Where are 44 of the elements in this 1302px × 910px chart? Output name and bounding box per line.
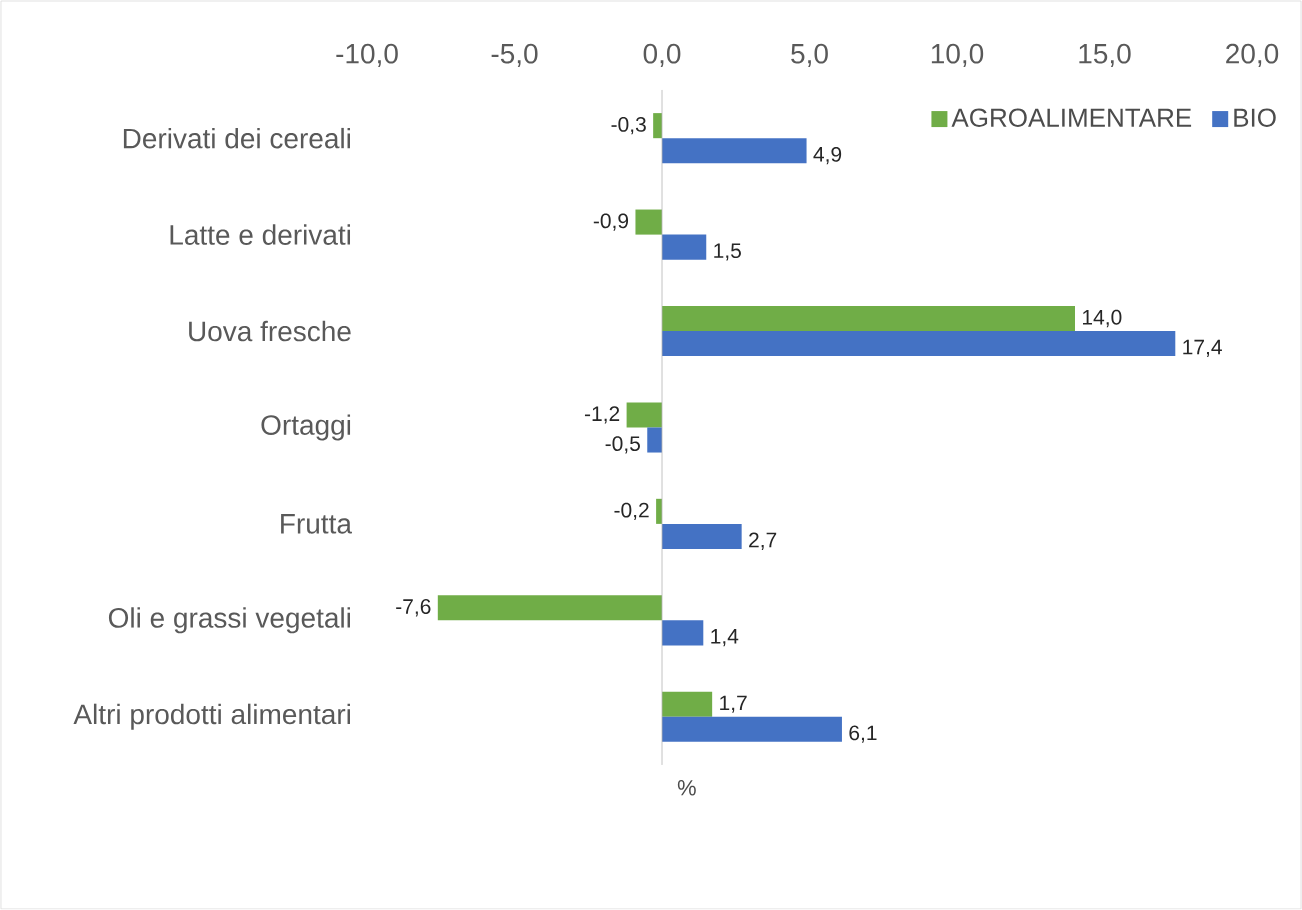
bar [662,716,842,742]
bar [662,331,1176,357]
y-tick-label: Frutta [281,514,352,534]
x-tick-label: 10,0 [931,43,984,67]
bar [626,402,662,428]
data-label: 6,1 [849,725,877,743]
x-tick-label: -5,0 [491,43,538,67]
x-tick-label: 0,0 [643,43,681,67]
y-tick-label: Ortaggi [261,414,351,441]
data-label: -7,6 [396,599,431,617]
data-label: 1,4 [711,629,739,647]
data-label: 2,7 [749,532,777,550]
x-tick-label: 15,0 [1079,43,1131,67]
data-label: 1,7 [720,695,747,713]
bar [662,523,742,549]
bar [635,209,662,235]
bar [662,306,1075,332]
data-label: 4,9 [813,146,842,165]
data-label: -0,5 [605,436,640,454]
legend-label: BIO [1234,108,1276,127]
data-label: 1,5 [714,243,741,261]
bar [437,595,662,621]
data-label: -0,2 [614,502,649,521]
data-label: 17,4 [1183,339,1222,357]
x-axis-title: % [677,780,696,796]
bar [662,691,713,717]
legend-label: AGROALIMENTARE [951,108,1192,127]
y-tick-label: Altri prodotti alimentari [73,703,350,730]
y-tick-label: Latte e derivati [170,224,351,245]
data-label: -0,9 [593,213,629,231]
y-tick-label: Uova fresche [189,320,351,342]
x-tick-label: -10,0 [336,43,398,67]
x-tick-label: 5,0 [791,43,828,67]
data-label: 14,0 [1083,309,1122,328]
bar [647,427,662,453]
data-label: -0,3 [611,117,646,135]
data-label: -1,2 [584,406,620,424]
bar [662,620,704,646]
bar [662,234,707,260]
x-tick-label: 20,0 [1226,43,1279,67]
y-tick-label: Oli e grassi vegetali [108,607,350,634]
y-tick-label: Derivati dei cereali [123,127,350,149]
bar [662,138,807,164]
bar [653,113,662,139]
